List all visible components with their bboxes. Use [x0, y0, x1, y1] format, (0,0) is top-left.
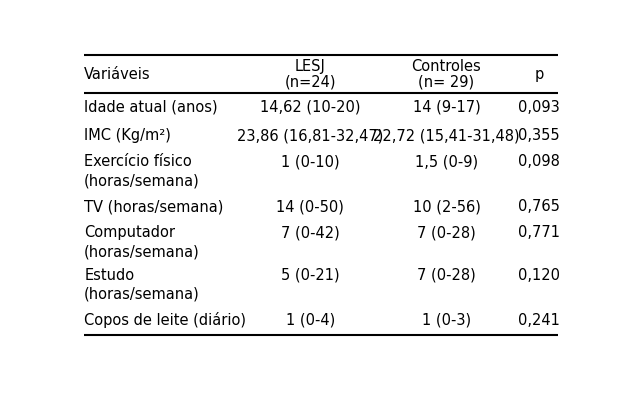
Text: Computador: Computador — [84, 225, 175, 241]
Text: LESJ: LESJ — [295, 59, 326, 74]
Text: 23,86 (16,81-32,47): 23,86 (16,81-32,47) — [237, 128, 384, 143]
Text: 0,098: 0,098 — [518, 154, 560, 169]
Text: 1,5 (0-9): 1,5 (0-9) — [415, 154, 478, 169]
Text: 14 (0-50): 14 (0-50) — [277, 199, 344, 214]
Text: Idade atual (anos): Idade atual (anos) — [84, 100, 218, 115]
Text: 0,093: 0,093 — [518, 100, 560, 115]
Text: (n=24): (n=24) — [285, 75, 336, 90]
Text: IMC (Kg/m²): IMC (Kg/m²) — [84, 128, 171, 143]
Text: p: p — [534, 67, 544, 82]
Text: Exercício físico: Exercício físico — [84, 154, 192, 169]
Text: 7 (0-42): 7 (0-42) — [281, 225, 340, 241]
Text: 0,241: 0,241 — [518, 313, 560, 328]
Text: 10 (2-56): 10 (2-56) — [413, 199, 480, 214]
Text: 0,120: 0,120 — [518, 268, 560, 283]
Text: TV (horas/semana): TV (horas/semana) — [84, 199, 224, 214]
Text: 14 (9-17): 14 (9-17) — [413, 100, 480, 115]
Text: (horas/semana): (horas/semana) — [84, 244, 200, 259]
Text: 0,771: 0,771 — [518, 225, 560, 241]
Text: 0,765: 0,765 — [518, 199, 560, 214]
Text: 7 (0-28): 7 (0-28) — [417, 268, 476, 283]
Text: Controles: Controles — [411, 59, 482, 74]
Text: 22,72 (15,41-31,48): 22,72 (15,41-31,48) — [373, 128, 520, 143]
Text: 14,62 (10-20): 14,62 (10-20) — [260, 100, 361, 115]
Text: Estudo: Estudo — [84, 268, 134, 283]
Text: Variáveis: Variáveis — [84, 67, 151, 82]
Text: 1 (0-3): 1 (0-3) — [422, 313, 471, 328]
Text: 7 (0-28): 7 (0-28) — [417, 225, 476, 241]
Text: 1 (0-10): 1 (0-10) — [281, 154, 340, 169]
Text: (horas/semana): (horas/semana) — [84, 173, 200, 188]
Text: (n= 29): (n= 29) — [418, 75, 475, 90]
Text: Copos de leite (diário): Copos de leite (diário) — [84, 312, 246, 328]
Text: 0,355: 0,355 — [518, 128, 560, 143]
Text: 5 (0-21): 5 (0-21) — [281, 268, 340, 283]
Text: (horas/semana): (horas/semana) — [84, 287, 200, 302]
Text: 1 (0-4): 1 (0-4) — [286, 313, 335, 328]
